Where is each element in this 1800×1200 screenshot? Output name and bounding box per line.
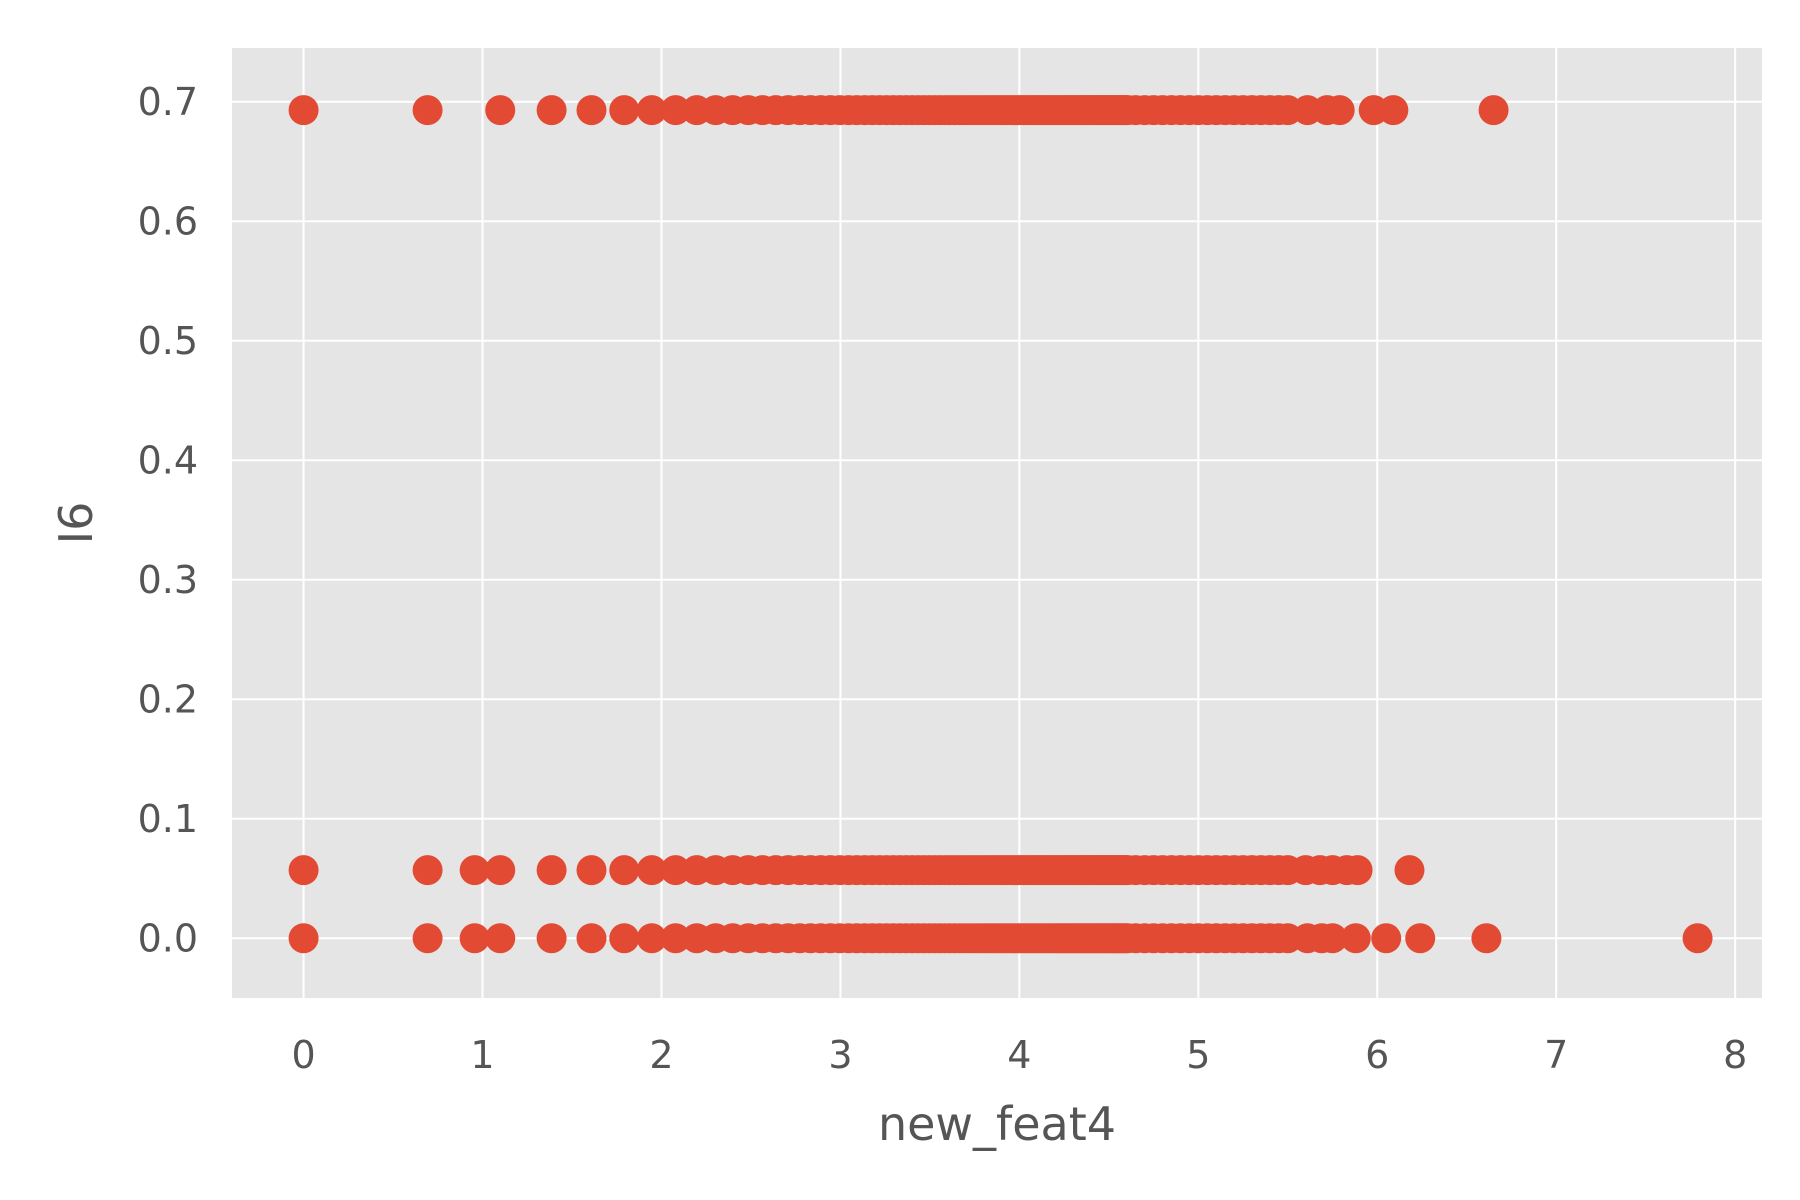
data-point-s2-7 [636,923,667,954]
data-point-s1-1 [412,855,443,886]
data-point-s1-6 [609,855,640,886]
data-point-s0-1 [412,95,443,126]
data-point-s2-8 [660,923,691,954]
x-tick-label: 1 [470,1033,494,1077]
x-tick-label: 6 [1365,1033,1389,1077]
plot-background [232,48,1762,998]
data-point-s0-2 [485,95,516,126]
data-point-s0-7 [660,95,691,126]
data-point-s0-5 [609,95,640,126]
data-point-s2-2 [459,923,490,954]
data-point-s2-126 [1682,923,1713,954]
data-point-s2-4 [536,923,567,954]
x-tick-label: 5 [1186,1033,1210,1077]
data-point-s0-6 [636,95,667,126]
y-tick-label: 0.2 [138,677,198,721]
data-point-s0-120 [1324,95,1355,126]
data-point-s0-123 [1478,95,1509,126]
x-tick-label: 4 [1007,1033,1031,1077]
data-point-s2-6 [609,923,640,954]
data-point-s2-1 [412,923,443,954]
y-tick-label: 0.3 [138,558,198,602]
y-tick-label: 0.7 [138,80,198,124]
x-axis-title: new_feat4 [878,1097,1116,1151]
data-point-s1-5 [576,855,607,886]
x-tick-label: 8 [1723,1033,1747,1077]
x-tick-labels: 0 1 2 3 4 5 6 7 8 [291,1033,1747,1077]
data-point-s2-124 [1405,923,1436,954]
data-point-s2-122 [1340,923,1371,954]
data-point-s2-123 [1371,923,1402,954]
data-point-s2-125 [1471,923,1502,954]
y-tick-label: 0.6 [138,199,198,243]
data-point-s1-7 [636,855,667,886]
y-tick-label: 0.0 [138,916,198,960]
x-tick-label: 7 [1544,1033,1568,1077]
data-point-s1-123 [1342,855,1373,886]
y-tick-label: 0.1 [138,797,198,841]
data-point-s1-0 [288,855,319,886]
data-point-s1-8 [660,855,691,886]
data-point-s1-2 [459,855,490,886]
data-point-s2-5 [576,923,607,954]
data-point-s0-0 [288,95,319,126]
data-point-s0-4 [576,95,607,126]
data-point-s1-124 [1394,855,1425,886]
y-axis-title: I6 [49,502,103,545]
x-tick-label: 3 [828,1033,852,1077]
data-point-s2-121 [1317,923,1348,954]
x-tick-label: 0 [291,1033,315,1077]
data-point-s0-122 [1378,95,1409,126]
data-point-s2-0 [288,923,319,954]
data-point-s2-3 [485,923,516,954]
y-tick-labels: 0.0 0.1 0.2 0.3 0.4 0.5 0.6 0.7 [138,80,198,960]
y-tick-label: 0.4 [138,438,198,482]
data-point-s0-3 [536,95,567,126]
y-tick-label: 0.5 [138,319,198,363]
data-point-s1-4 [536,855,567,886]
data-points [288,95,1713,954]
x-tick-label: 2 [649,1033,673,1077]
data-point-s1-3 [485,855,516,886]
